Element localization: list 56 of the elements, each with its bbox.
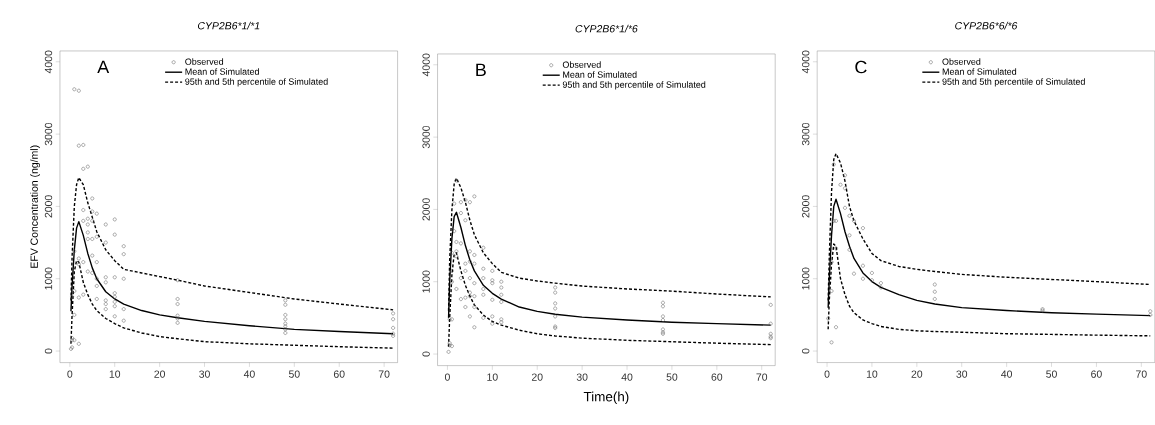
x-tick-label: 0: [67, 370, 73, 378]
x-tick-label: 0: [444, 373, 450, 381]
legend-label: Observed: [185, 58, 224, 66]
y-tick-label: 2000: [802, 195, 810, 218]
x-tick-label: 60: [1091, 370, 1102, 378]
x-tick-label: 30: [199, 370, 210, 378]
y-tick-label: 3000: [802, 123, 810, 146]
legend-label: Mean of Simulated: [563, 71, 637, 78]
y-tick-label: 1000: [44, 267, 53, 290]
x-tick-label: 70: [756, 373, 768, 381]
annotation: C: [855, 60, 867, 74]
x-tick-label: 50: [288, 370, 300, 378]
legend-label: Mean of Simulated: [942, 68, 1017, 76]
x-tick-label: 30: [956, 370, 968, 378]
x-tick-label: 70: [1136, 370, 1147, 378]
x-tick-label: 20: [531, 373, 543, 381]
x-tick-label: 30: [576, 373, 588, 381]
x-tick-label: 50: [1046, 370, 1057, 378]
x-tick-label: 0: [824, 370, 830, 378]
y-tick-label: 0: [44, 348, 53, 354]
x-tick-label: 40: [1001, 370, 1013, 378]
chart-title: CYP2B6*1/*1: [197, 22, 260, 30]
legend-label: Observed: [562, 61, 601, 69]
annotation: A: [97, 60, 110, 74]
x-tick-label: 50: [666, 373, 678, 381]
chart-title: CYP2B6*6/*6: [955, 22, 1018, 30]
y-tick-label: 3000: [422, 126, 430, 149]
legend-label: 95th and 5th percentile of Simulated: [942, 78, 1085, 87]
x-tick-label: 60: [711, 373, 723, 381]
y-tick-label: 3000: [44, 123, 53, 146]
y-tick-label: 0: [802, 348, 810, 354]
y-tick-label: 4000: [422, 53, 430, 77]
y-tick-label: 2000: [44, 195, 53, 218]
x-axis-title: Time(h): [583, 391, 629, 405]
chart-title: CYP2B6*1/*6: [575, 25, 638, 33]
legend-label: Mean of Simulated: [185, 68, 259, 76]
y-tick-label: 0: [422, 351, 430, 357]
x-tick-label: 40: [243, 370, 255, 378]
x-tick-label: 70: [378, 370, 390, 378]
y-tick-label: 4000: [802, 50, 810, 74]
y-tick-label: 1000: [422, 270, 430, 293]
x-tick-label: 20: [154, 370, 166, 378]
legend-label: 95th and 5th percentile of Simulated: [185, 78, 328, 87]
legend-label: Observed: [942, 58, 981, 66]
legend-label: 95th and 5th percentile of Simulated: [562, 81, 706, 90]
x-tick-label: 40: [621, 373, 633, 381]
y-tick-label: 1000: [802, 267, 810, 290]
x-tick-label: 10: [109, 370, 121, 378]
x-tick-label: 10: [487, 373, 498, 381]
annotation: B: [476, 63, 486, 77]
x-tick-label: 10: [866, 370, 878, 378]
x-tick-label: 60: [333, 370, 345, 378]
y-tick-label: 4000: [44, 50, 53, 74]
x-tick-label: 20: [911, 370, 923, 378]
y-axis-title: EFV Concentration (ng/ml): [30, 145, 40, 268]
y-tick-label: 2000: [422, 198, 430, 221]
